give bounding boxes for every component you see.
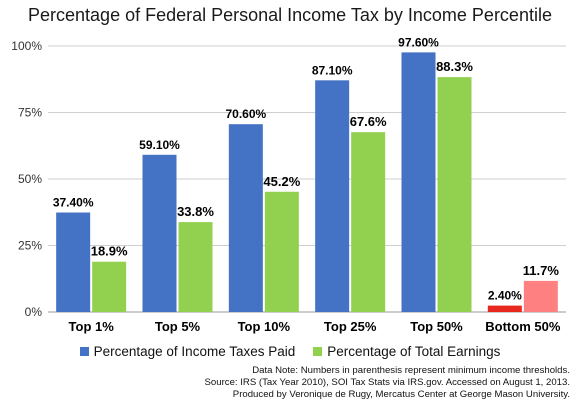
producer-note: Produced by Veronique de Rugy, Mercatus … [232, 389, 570, 400]
category-label-top-25: Top 25% [324, 319, 377, 334]
chart-notes: Data Note: Numbers in parenthesis repres… [205, 365, 570, 401]
data-label-top-5-s0: 59.10% [139, 138, 180, 152]
bar-top-5-s1 [178, 222, 213, 312]
data-label-top-50-s1: 88.3% [436, 59, 473, 74]
bar-top-1-s1 [92, 261, 127, 312]
bar-bottom-50-s1 [523, 280, 558, 312]
ytick-label-50: 50% [18, 172, 42, 186]
legend: Percentage of Income Taxes Paid Percenta… [0, 344, 580, 359]
gridlines [48, 45, 566, 313]
category-label-top-1: Top 1% [69, 319, 115, 334]
legend-item-taxes-paid: Percentage of Income Taxes Paid [79, 344, 296, 359]
ytick-label-75: 75% [18, 106, 42, 120]
ytick-label-0: 0% [25, 305, 43, 319]
ytick-label-100: 100% [11, 39, 42, 53]
legend-swatch-taxes-paid [79, 347, 89, 356]
data-label-top-10-s1: 45.2% [263, 174, 300, 189]
data-label-top-25-s0: 87.10% [312, 63, 353, 77]
category-label-bottom-50: Bottom 50% [485, 319, 561, 334]
bar-top-25-s1 [351, 132, 386, 312]
bar-top-1-s0 [56, 212, 91, 312]
bars [56, 52, 558, 313]
x-axis-categories: Top 1% Top 5% Top 10% Top 25% Top 50% Bottom … [69, 319, 561, 334]
data-label-top-1-s0: 37.40% [53, 196, 94, 210]
ytick-label-25: 25% [18, 239, 42, 253]
data-label-bottom-50-s1: 11.7% [523, 263, 560, 278]
data-label-top-5-s1: 33.8% [177, 204, 214, 219]
bar-top-50-s1 [437, 77, 472, 312]
bar-top-10-s1 [264, 191, 299, 312]
data-labels: 37.40% 18.9% 59.10% 33.8% 70.60% 45.2% 87.10% 6… [53, 35, 560, 302]
legend-swatch-total-earnings [313, 347, 323, 356]
category-label-top-10: Top 10% [238, 319, 291, 334]
data-label-bottom-50-s0: 2.40% [488, 289, 522, 303]
data-label-top-10-s0: 70.60% [225, 107, 266, 121]
category-label-top-5: Top 5% [155, 319, 201, 334]
bar-top-5-s0 [142, 154, 177, 312]
y-axis-ticks: 0% 25% 50% 75% 100% [11, 39, 42, 319]
legend-label-taxes-paid: Percentage of Income Taxes Paid [93, 344, 296, 359]
data-note: Data Note: Numbers in parenthesis repres… [252, 365, 570, 376]
chart-title: Percentage of Federal Personal Income Ta… [28, 5, 552, 25]
bar-bottom-50-s0 [487, 305, 522, 312]
bar-top-10-s0 [228, 124, 263, 312]
data-label-top-25-s1: 67.6% [350, 114, 387, 129]
legend-label-total-earnings: Percentage of Total Earnings [327, 344, 501, 359]
source-note: Source: IRS (Tax Year 2010), SOI Tax Sta… [204, 377, 570, 388]
data-label-top-50-s0: 97.60% [398, 35, 439, 49]
bar-top-25-s0 [315, 80, 350, 313]
bar-top-50-s0 [401, 52, 436, 312]
data-label-top-1-s1: 18.9% [91, 244, 128, 259]
legend-item-total-earnings: Percentage of Total Earnings [313, 344, 500, 359]
category-label-top-50: Top 50% [410, 319, 463, 334]
